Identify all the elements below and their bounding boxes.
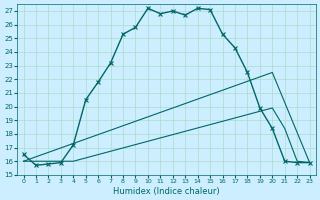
X-axis label: Humidex (Indice chaleur): Humidex (Indice chaleur): [113, 187, 220, 196]
